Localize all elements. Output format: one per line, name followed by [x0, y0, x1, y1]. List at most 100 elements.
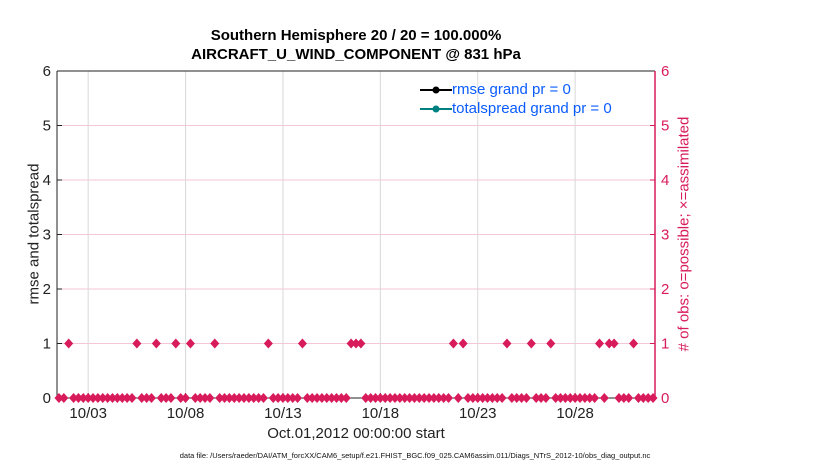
- obs-possible-marker: [210, 338, 220, 349]
- obs-possible-marker: [190, 393, 200, 403]
- obs-possible-marker: [297, 338, 307, 349]
- y-tick-label-left: 2: [43, 281, 51, 298]
- x-tick-label: 10/08: [167, 405, 205, 422]
- obs-possible-marker: [609, 338, 619, 349]
- obs-possible-marker: [361, 393, 371, 403]
- obs-possible-marker: [575, 393, 585, 403]
- obs-possible-marker: [585, 393, 595, 403]
- obs-possible-marker: [453, 393, 463, 403]
- obs-possible-marker: [526, 338, 536, 349]
- y-tick-label-right: 1: [661, 336, 669, 353]
- obs-possible-marker: [370, 393, 380, 403]
- obs-possible-marker: [385, 393, 395, 403]
- obs-possible-marker: [448, 338, 458, 349]
- obs-possible-marker: [405, 393, 415, 403]
- obs-possible-marker: [512, 393, 522, 403]
- obs-possible-marker: [195, 393, 205, 403]
- obs-possible-marker: [473, 393, 483, 403]
- obs-possible-marker: [502, 338, 512, 349]
- obs-possible-marker: [551, 393, 561, 403]
- obs-possible-marker: [166, 393, 176, 403]
- legend-label-rmse: rmse grand pr = 0: [452, 81, 571, 98]
- obs-possible-marker: [375, 393, 385, 403]
- obs-possible-marker: [132, 338, 142, 349]
- y-tick-label-left: 1: [43, 336, 51, 353]
- obs-possible-marker: [599, 393, 609, 403]
- obs-possible-marker: [560, 393, 570, 403]
- obs-possible-marker: [127, 393, 137, 403]
- obs-possible-marker: [142, 393, 152, 403]
- obs-possible-marker: [59, 393, 69, 403]
- obs-possible-marker: [565, 393, 575, 403]
- obs-possible-marker: [171, 338, 181, 349]
- legend-item-totalspread: totalspread grand pr = 0: [420, 99, 612, 118]
- y-tick-label-right: 5: [661, 118, 669, 135]
- obs-possible-marker: [322, 393, 332, 403]
- obs-possible-marker: [112, 393, 122, 403]
- obs-possible-marker: [648, 393, 658, 403]
- obs-possible-marker: [317, 393, 327, 403]
- obs-possible-marker: [424, 393, 434, 403]
- obs-possible-marker: [263, 338, 273, 349]
- obs-possible-marker: [239, 393, 249, 403]
- y-tick-label-right: 0: [661, 390, 669, 407]
- obs-possible-marker: [181, 393, 191, 403]
- obs-possible-marker: [468, 393, 478, 403]
- obs-possible-marker: [185, 338, 195, 349]
- obs-possible-marker: [390, 393, 400, 403]
- obs-possible-marker: [619, 393, 629, 403]
- obs-possible-marker: [482, 393, 492, 403]
- obs-possible-marker: [419, 393, 429, 403]
- y-tick-label-left: 5: [43, 118, 51, 135]
- obs-possible-marker: [414, 393, 424, 403]
- obs-possible-marker: [521, 393, 531, 403]
- obs-possible-marker: [288, 393, 298, 403]
- obs-possible-marker: [302, 393, 312, 403]
- obs-possible-marker: [249, 393, 259, 403]
- chart-title-line1: Southern Hemisphere 20 / 20 = 100.000%: [210, 27, 502, 44]
- obs-possible-marker: [78, 393, 88, 403]
- legend-label-totalspread: totalspread grand pr = 0: [452, 100, 612, 117]
- obs-possible-marker: [151, 338, 161, 349]
- obs-possible-marker: [341, 393, 351, 403]
- obs-possible-marker: [492, 393, 502, 403]
- y-tick-label-left: 4: [43, 172, 51, 189]
- obs-possible-marker: [224, 393, 234, 403]
- y-axis-label-right: # of obs: o=possible; ×=assimilated: [675, 116, 693, 352]
- obs-possible-marker: [98, 393, 108, 403]
- obs-possible-marker: [395, 393, 405, 403]
- obs-possible-marker: [614, 393, 624, 403]
- obs-possible-marker: [88, 393, 98, 403]
- obs-possible-marker: [93, 393, 103, 403]
- obs-possible-marker: [73, 393, 83, 403]
- obs-possible-marker: [103, 393, 113, 403]
- obs-possible-marker: [156, 393, 166, 403]
- obs-possible-marker: [137, 393, 147, 403]
- y-axis-label-left: rmse and totalspread: [25, 163, 43, 305]
- obs-possible-marker: [215, 393, 225, 403]
- obs-possible-marker: [458, 338, 468, 349]
- obs-possible-marker: [254, 393, 264, 403]
- obs-possible-marker: [380, 393, 390, 403]
- obs-possible-marker: [497, 393, 507, 403]
- obs-possible-marker: [546, 338, 556, 349]
- obs-possible-marker: [69, 393, 79, 403]
- obs-possible-marker: [307, 393, 317, 403]
- y-tick-label-left: 0: [43, 390, 51, 407]
- obs-possible-marker: [229, 393, 239, 403]
- obs-possible-marker: [64, 338, 74, 349]
- obs-possible-marker: [434, 393, 444, 403]
- obs-possible-marker: [507, 393, 517, 403]
- y-tick-label-right: 6: [661, 63, 669, 80]
- y-tick-label-right: 2: [661, 281, 669, 298]
- obs-possible-marker: [273, 393, 283, 403]
- obs-possible-marker: [356, 338, 366, 349]
- legend-line-black-icon: [420, 86, 452, 93]
- obs-possible-marker: [83, 393, 93, 403]
- y-tick-label-left: 3: [43, 227, 51, 244]
- obs-possible-marker: [278, 393, 288, 403]
- obs-possible-marker: [176, 393, 186, 403]
- obs-possible-marker: [220, 393, 230, 403]
- obs-possible-marker: [332, 393, 342, 403]
- obs-possible-marker: [122, 393, 132, 403]
